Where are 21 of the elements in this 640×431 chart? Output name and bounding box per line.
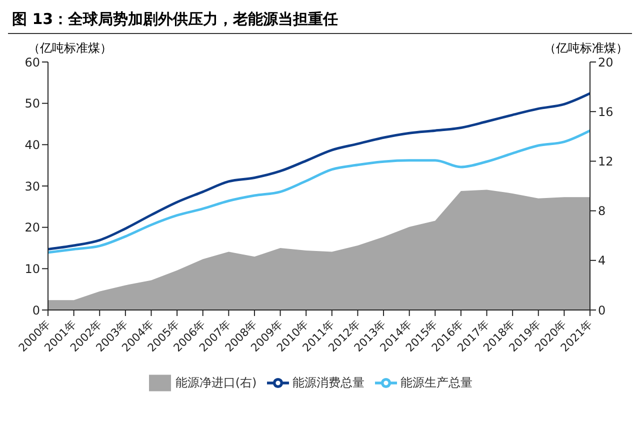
legend-label: 能源净进口(右) xyxy=(175,375,257,390)
y-tick-label: 50 xyxy=(24,96,40,111)
y-tick-label: 20 xyxy=(24,220,40,235)
chart-title: 图 13：全球局势加剧外供压力，老能源当担重任 xyxy=(8,8,632,34)
y2-tick-label: 20 xyxy=(598,55,614,70)
y-tick-label: 40 xyxy=(24,138,40,152)
y-tick-label: 30 xyxy=(24,179,40,194)
y2-tick-label: 8 xyxy=(598,204,606,218)
y2-tick-label: 12 xyxy=(598,154,614,168)
line-series xyxy=(46,129,592,254)
y2-tick-label: 0 xyxy=(598,303,606,318)
legend-label: 能源生产总量 xyxy=(400,375,473,390)
line-series xyxy=(46,92,592,250)
y2-tick-label: 4 xyxy=(598,254,606,268)
y-tick-label: 0 xyxy=(32,303,40,318)
legend-label: 能源消费总量 xyxy=(292,375,365,390)
y-tick-label: 60 xyxy=(24,55,40,70)
y-axis-title: （亿吨标准煤） xyxy=(28,40,112,57)
y2-axis-title: （亿吨标准煤） xyxy=(544,40,628,57)
y-tick-label: 10 xyxy=(24,262,40,276)
y2-tick-label: 16 xyxy=(598,104,614,119)
